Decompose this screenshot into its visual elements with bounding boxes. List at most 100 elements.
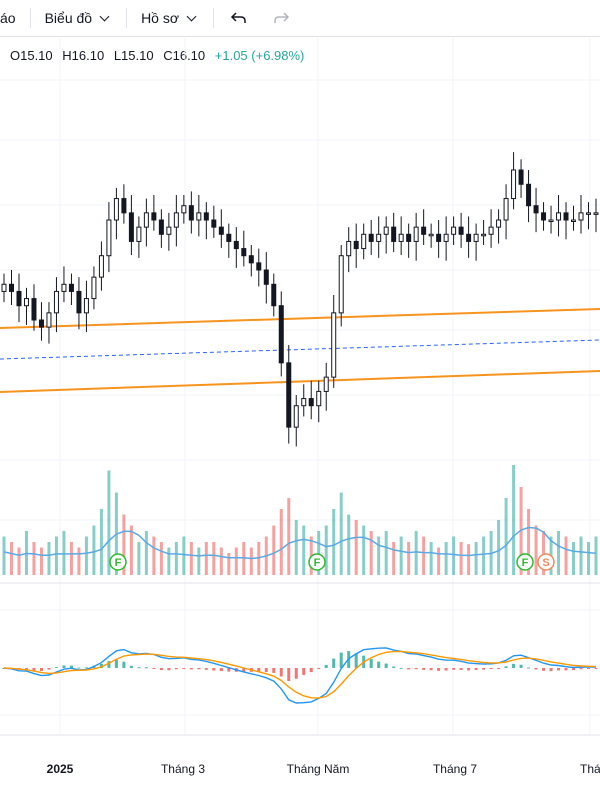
legend-open: O15.10 bbox=[10, 48, 53, 63]
candle-body bbox=[286, 362, 292, 428]
macd-histogram-bar bbox=[114, 659, 118, 668]
profile-menu-label: Hồ sơ bbox=[141, 10, 180, 26]
volume-bar bbox=[332, 509, 336, 575]
volume-bar bbox=[422, 536, 426, 575]
x-axis-tick-label: Tháng 3 bbox=[161, 762, 205, 776]
chart-menu-button[interactable]: Biểu đồ bbox=[41, 10, 112, 26]
candle-body bbox=[541, 212, 547, 221]
macd-histogram-bar bbox=[257, 668, 261, 672]
volume-bar bbox=[152, 536, 156, 575]
macd-histogram-bar bbox=[317, 668, 321, 669]
candle-body bbox=[473, 233, 479, 242]
redo-button[interactable] bbox=[268, 11, 294, 25]
volume-bar bbox=[557, 531, 561, 575]
legend-change: +1.05 (+6.98%) bbox=[214, 48, 305, 63]
macd-histogram-bar bbox=[392, 666, 396, 668]
candle-body bbox=[443, 233, 449, 242]
candle-body bbox=[578, 212, 584, 221]
volume-bar bbox=[62, 531, 66, 575]
candle-body bbox=[586, 212, 592, 215]
volume-bar bbox=[437, 547, 441, 575]
volume-bar bbox=[369, 531, 373, 575]
candle-body bbox=[173, 212, 179, 228]
volume-bar bbox=[527, 509, 531, 575]
macd-histogram-bar bbox=[54, 667, 58, 669]
candle-body bbox=[563, 212, 569, 221]
channel-mid-line bbox=[0, 339, 600, 360]
volume-bar bbox=[2, 536, 6, 575]
profile-menu-button[interactable]: Hồ sơ bbox=[137, 10, 199, 26]
candle-body bbox=[383, 226, 389, 235]
candle-body bbox=[106, 219, 112, 257]
macd-histogram-bar bbox=[219, 668, 223, 672]
volume-bar bbox=[279, 509, 283, 575]
macd-histogram-bar bbox=[534, 668, 538, 670]
volume-bar bbox=[182, 536, 186, 575]
candle-body bbox=[316, 390, 322, 407]
volume-bar bbox=[497, 520, 501, 575]
macd-histogram-bar bbox=[302, 668, 306, 675]
macd-histogram-bar bbox=[399, 667, 403, 669]
redo-icon bbox=[274, 12, 290, 23]
volume-bar bbox=[77, 547, 81, 575]
macd-histogram-bar bbox=[197, 668, 201, 670]
macd-histogram-bar bbox=[32, 668, 36, 671]
volume-bar bbox=[429, 542, 433, 575]
undo-icon bbox=[230, 12, 246, 23]
candle-body bbox=[278, 305, 284, 364]
macd-histogram-bar bbox=[519, 664, 523, 668]
volume-bar bbox=[512, 465, 516, 575]
channel-upper-line bbox=[0, 308, 600, 329]
macd-histogram-bar bbox=[242, 668, 246, 672]
volume-bar bbox=[377, 536, 381, 575]
candle-body bbox=[233, 240, 239, 250]
macd-histogram-bar bbox=[474, 668, 478, 670]
volume-bar bbox=[47, 542, 51, 575]
volume-bar bbox=[249, 547, 253, 575]
channel-lower-line bbox=[0, 370, 600, 393]
macd-histogram-bar bbox=[429, 668, 433, 671]
volume-bar bbox=[392, 542, 396, 575]
event-marker bbox=[537, 553, 555, 571]
macd-histogram-bar bbox=[294, 668, 298, 679]
event-marker bbox=[109, 553, 127, 571]
candle-body bbox=[188, 205, 194, 221]
volume-bar bbox=[159, 542, 163, 575]
volume-bar bbox=[572, 542, 576, 575]
candle-body bbox=[151, 212, 157, 221]
candle-body bbox=[121, 198, 127, 214]
macd-histogram-bar bbox=[452, 668, 456, 670]
macd-histogram-bar bbox=[572, 668, 576, 671]
macd-histogram-bar bbox=[587, 668, 591, 669]
toolbar-partial-label[interactable]: áo bbox=[0, 10, 16, 26]
macd-histogram-bar bbox=[159, 668, 163, 671]
volume-bar bbox=[324, 525, 328, 575]
volume-bar bbox=[467, 544, 471, 575]
candle-body bbox=[338, 255, 344, 314]
macd-histogram-bar bbox=[444, 668, 448, 671]
volume-bar bbox=[317, 531, 321, 575]
candle-body bbox=[391, 226, 397, 242]
candle-body bbox=[511, 169, 517, 200]
price-chart[interactable]: F F F S 2025 Tháng 3 Tháng Năm Tháng 7 Thá bbox=[0, 38, 600, 800]
macd-histogram-bar bbox=[332, 658, 336, 668]
volume-bar bbox=[234, 547, 238, 575]
macd-histogram-bar bbox=[69, 665, 73, 668]
candle-body bbox=[593, 212, 599, 215]
chart-menu-label: Biểu đồ bbox=[44, 10, 93, 26]
volume-bar bbox=[84, 536, 88, 575]
candle-body bbox=[241, 248, 247, 257]
undo-button[interactable] bbox=[226, 11, 252, 25]
candle-body bbox=[263, 269, 269, 285]
candle-body bbox=[68, 283, 74, 292]
candle-body bbox=[361, 233, 367, 250]
candle-body bbox=[23, 298, 29, 307]
volume-bar bbox=[594, 536, 598, 575]
ohlc-legend: O15.10 H16.10 L15.10 C16.10 +1.05 (+6.98… bbox=[10, 48, 310, 63]
candle-body bbox=[16, 290, 22, 307]
volume-bar bbox=[204, 542, 208, 575]
candle-body bbox=[158, 219, 164, 235]
candle-body bbox=[466, 233, 472, 242]
candle-body bbox=[128, 212, 134, 242]
volume-bar bbox=[294, 520, 298, 575]
